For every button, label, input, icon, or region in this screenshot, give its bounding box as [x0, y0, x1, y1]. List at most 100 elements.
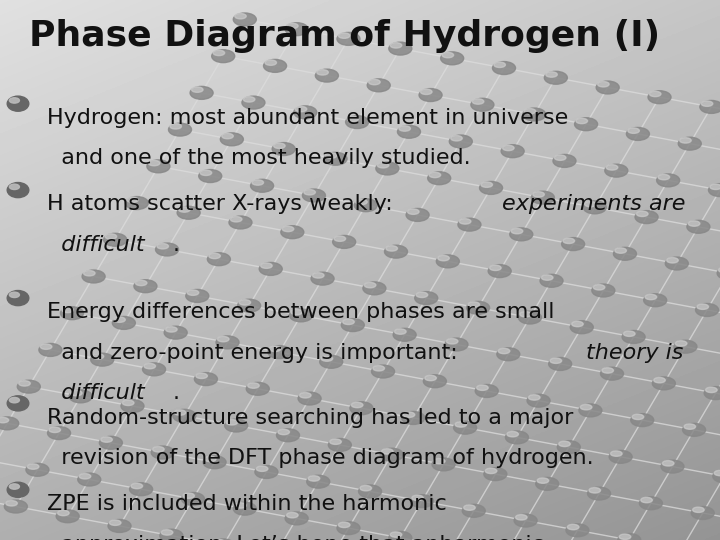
Ellipse shape — [248, 383, 259, 388]
Text: difficult: difficult — [47, 383, 145, 403]
Ellipse shape — [372, 365, 395, 378]
Ellipse shape — [490, 265, 501, 271]
Ellipse shape — [485, 468, 497, 474]
Ellipse shape — [613, 247, 636, 260]
Ellipse shape — [566, 524, 589, 537]
Ellipse shape — [164, 326, 187, 339]
Ellipse shape — [9, 292, 19, 298]
Ellipse shape — [449, 135, 472, 148]
Ellipse shape — [60, 307, 84, 320]
Ellipse shape — [130, 483, 153, 496]
Ellipse shape — [203, 456, 226, 469]
Ellipse shape — [436, 255, 459, 268]
Ellipse shape — [99, 436, 122, 449]
Ellipse shape — [557, 441, 580, 454]
Ellipse shape — [328, 438, 351, 451]
Ellipse shape — [588, 487, 611, 500]
Ellipse shape — [389, 42, 412, 55]
Ellipse shape — [518, 311, 541, 324]
Ellipse shape — [285, 512, 308, 525]
Ellipse shape — [708, 184, 720, 197]
Ellipse shape — [652, 377, 675, 390]
Ellipse shape — [261, 263, 272, 268]
Ellipse shape — [471, 98, 494, 111]
Ellipse shape — [281, 226, 304, 239]
Ellipse shape — [619, 534, 631, 539]
Ellipse shape — [540, 274, 563, 287]
Ellipse shape — [312, 273, 324, 278]
Ellipse shape — [131, 483, 143, 489]
Ellipse shape — [649, 91, 661, 97]
Ellipse shape — [156, 243, 179, 256]
Ellipse shape — [451, 136, 462, 141]
Ellipse shape — [459, 219, 471, 224]
Ellipse shape — [346, 116, 369, 129]
Ellipse shape — [264, 59, 287, 72]
Ellipse shape — [324, 152, 347, 165]
Ellipse shape — [524, 109, 536, 114]
Ellipse shape — [338, 33, 350, 38]
Ellipse shape — [433, 458, 445, 464]
Ellipse shape — [514, 514, 537, 527]
Ellipse shape — [251, 179, 274, 192]
Ellipse shape — [416, 292, 428, 298]
Ellipse shape — [609, 450, 632, 463]
Text: approximation. Let’s hope that anharmonic: approximation. Let’s hope that anharmoni… — [47, 535, 544, 540]
Ellipse shape — [462, 504, 485, 517]
Ellipse shape — [351, 402, 363, 408]
Ellipse shape — [308, 476, 320, 481]
Ellipse shape — [69, 390, 92, 403]
Ellipse shape — [212, 50, 235, 63]
Ellipse shape — [380, 448, 403, 461]
Ellipse shape — [307, 475, 330, 488]
Ellipse shape — [242, 96, 265, 109]
Ellipse shape — [606, 165, 618, 170]
Text: and one of the most heavily studied.: and one of the most heavily studied. — [47, 148, 470, 168]
Ellipse shape — [82, 270, 105, 283]
Ellipse shape — [583, 201, 606, 214]
Ellipse shape — [419, 89, 442, 102]
Ellipse shape — [390, 43, 402, 48]
Text: H atoms scatter X-rays weakly:: H atoms scatter X-rays weakly: — [47, 194, 400, 214]
Ellipse shape — [429, 172, 441, 178]
Ellipse shape — [567, 524, 579, 530]
Ellipse shape — [455, 422, 467, 427]
Ellipse shape — [520, 312, 531, 317]
Ellipse shape — [546, 72, 557, 77]
Ellipse shape — [593, 285, 605, 290]
Ellipse shape — [56, 510, 79, 523]
Ellipse shape — [497, 348, 520, 361]
Ellipse shape — [9, 484, 19, 489]
Ellipse shape — [168, 123, 192, 136]
Ellipse shape — [369, 79, 380, 85]
Ellipse shape — [624, 331, 635, 336]
Ellipse shape — [696, 303, 719, 316]
Ellipse shape — [7, 291, 29, 306]
Ellipse shape — [112, 316, 135, 329]
Ellipse shape — [550, 358, 562, 363]
Ellipse shape — [442, 52, 454, 58]
Ellipse shape — [229, 216, 252, 229]
Ellipse shape — [683, 423, 706, 436]
Ellipse shape — [661, 460, 684, 473]
Ellipse shape — [233, 502, 256, 515]
Ellipse shape — [553, 154, 576, 167]
Ellipse shape — [235, 14, 246, 19]
Ellipse shape — [78, 473, 101, 486]
Ellipse shape — [639, 497, 662, 510]
Ellipse shape — [377, 163, 389, 168]
Ellipse shape — [212, 539, 235, 540]
Ellipse shape — [105, 234, 117, 239]
Ellipse shape — [157, 244, 168, 249]
Ellipse shape — [596, 81, 619, 94]
Text: ZPE is included within the harmonic: ZPE is included within the harmonic — [47, 494, 446, 514]
Ellipse shape — [225, 419, 248, 432]
Ellipse shape — [350, 402, 373, 415]
Ellipse shape — [125, 197, 148, 210]
Ellipse shape — [626, 127, 649, 140]
Ellipse shape — [579, 404, 602, 417]
Ellipse shape — [216, 336, 239, 349]
Ellipse shape — [697, 304, 708, 309]
Ellipse shape — [321, 356, 333, 361]
Ellipse shape — [174, 410, 186, 415]
